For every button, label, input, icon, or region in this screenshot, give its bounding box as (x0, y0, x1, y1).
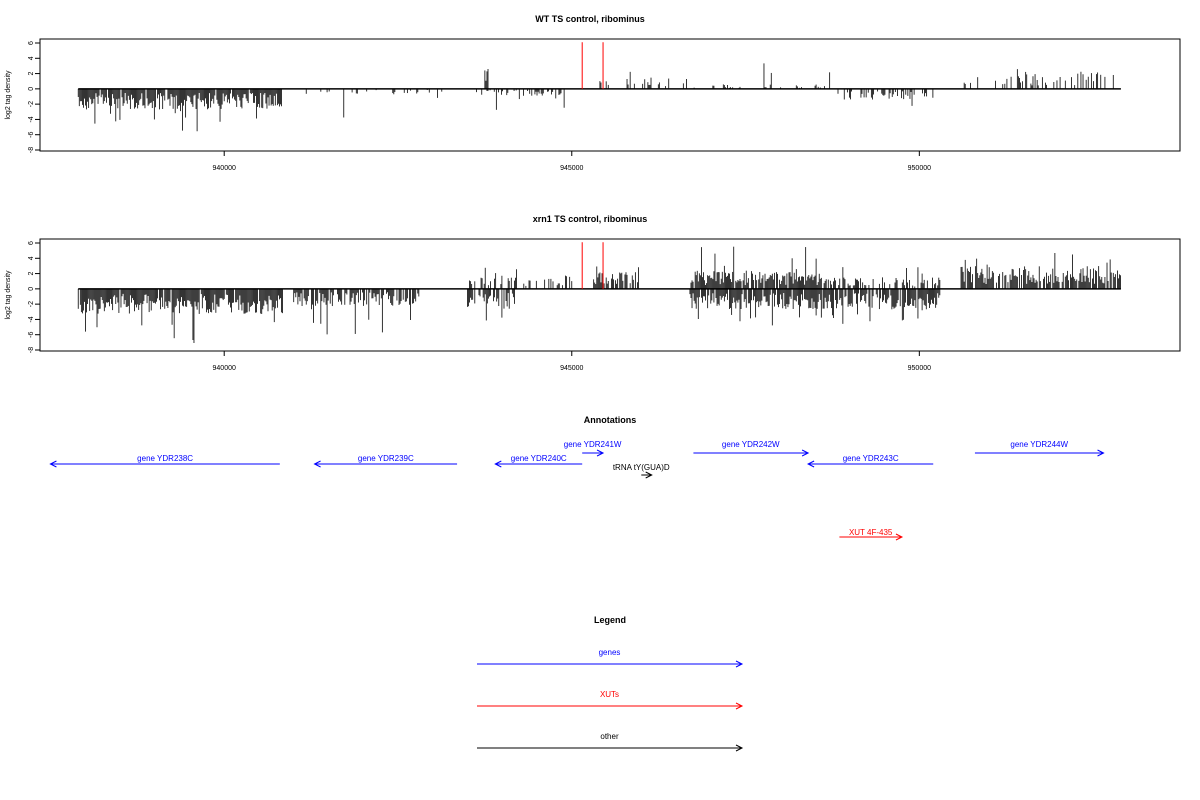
annotation-feature: gene YDR243C (806, 454, 934, 468)
annotation-feature: XUT 4F-435 (839, 528, 904, 541)
annotation-feature: gene YDR241W (564, 440, 622, 457)
arrow-head (645, 471, 653, 479)
track-panel-xrn1: xrn1 TS control, ribominus 6 4 2 0 -2 -4 -6 -8 lo… (5, 214, 1181, 372)
annotations-title: Annotations (584, 415, 637, 425)
y-tick-label: 6 (28, 41, 35, 45)
y-axis-label: log2 tag density (5, 270, 12, 320)
y-tick-label: 2 (28, 72, 35, 76)
annotation-feature: gene YDR238C (49, 454, 280, 468)
annotations-panel: Annotations gene YDR238C gene YDR239C gene … (49, 415, 1105, 541)
annotation-feature: gene YDR239C (313, 454, 458, 468)
legend-item: genes (477, 648, 744, 668)
y-tick-label: 0 (28, 287, 35, 291)
y-tick-label: 2 (28, 272, 35, 276)
x-tick-label: 950000 (908, 165, 931, 172)
legend-label: genes (599, 648, 621, 657)
y-tick-label: 4 (28, 256, 35, 260)
y-tick-label: 0 (28, 87, 35, 91)
y-tick-label: -4 (28, 316, 35, 322)
arrow-head (49, 460, 57, 468)
x-tick-label: 945000 (560, 165, 583, 172)
x-tick-label: 940000 (213, 165, 236, 172)
x-tick-label: 950000 (908, 365, 931, 372)
legend-item: other (477, 732, 744, 752)
arrow-head (735, 744, 744, 752)
annotation-feature: gene YDR242W (693, 440, 810, 457)
y-tick-label: -2 (28, 301, 35, 307)
annotation-feature: tRNA tY(GUA)D (613, 463, 670, 479)
arrow-head (895, 533, 904, 541)
bar-series (77, 63, 1114, 132)
y-tick-label: -6 (28, 132, 35, 138)
feature-label: gene YDR240C (511, 454, 567, 463)
y-tick-label: 4 (28, 56, 35, 60)
feature-label: gene YDR242W (722, 440, 780, 449)
legend-label: XUTs (600, 690, 619, 699)
plot-frame (39, 38, 1181, 152)
y-tick-label: -8 (28, 347, 35, 353)
y-tick-label: -4 (28, 116, 35, 122)
bar-series (77, 246, 1121, 343)
y-tick-label: -6 (28, 332, 35, 338)
arrow-head (735, 660, 744, 668)
y-tick-label: -8 (28, 147, 35, 153)
chart-title: WT TS control, ribominus (535, 14, 645, 24)
x-tick-label: 945000 (560, 365, 583, 372)
x-tick-label: 940000 (213, 365, 236, 372)
arrow-head (494, 460, 502, 468)
arrow-head (806, 460, 815, 468)
arrow-head (596, 449, 605, 457)
arrow-head (801, 449, 810, 457)
y-tick-label: -2 (28, 101, 35, 107)
legend-label: other (600, 732, 619, 741)
legend-panel: Legend genes XUTs other (477, 615, 744, 752)
arrow-head (313, 460, 321, 468)
legend-title: Legend (594, 615, 626, 625)
y-axis-label: log2 tag density (5, 70, 12, 120)
track-panel-wt: WT TS control, ribominus 6 4 2 0 -2 -4 -6 -8 log2… (5, 14, 1181, 172)
chart-title: xrn1 TS control, ribominus (533, 214, 648, 224)
plot-frame (39, 238, 1181, 352)
feature-label: tRNA tY(GUA)D (613, 463, 670, 472)
annotation-feature: gene YDR244W (974, 440, 1105, 457)
feature-label: XUT 4F-435 (849, 528, 893, 537)
y-tick-label: 6 (28, 241, 35, 245)
arrow-head (1097, 449, 1105, 457)
arrow-head (735, 702, 744, 710)
feature-label: gene YDR241W (564, 440, 622, 449)
feature-label: gene YDR238C (137, 454, 193, 463)
legend-item: XUTs (477, 690, 744, 710)
feature-label: gene YDR239C (358, 454, 414, 463)
feature-label: gene YDR243C (843, 454, 899, 463)
annotation-feature: gene YDR240C (494, 454, 583, 468)
feature-label: gene YDR244W (1010, 440, 1068, 449)
